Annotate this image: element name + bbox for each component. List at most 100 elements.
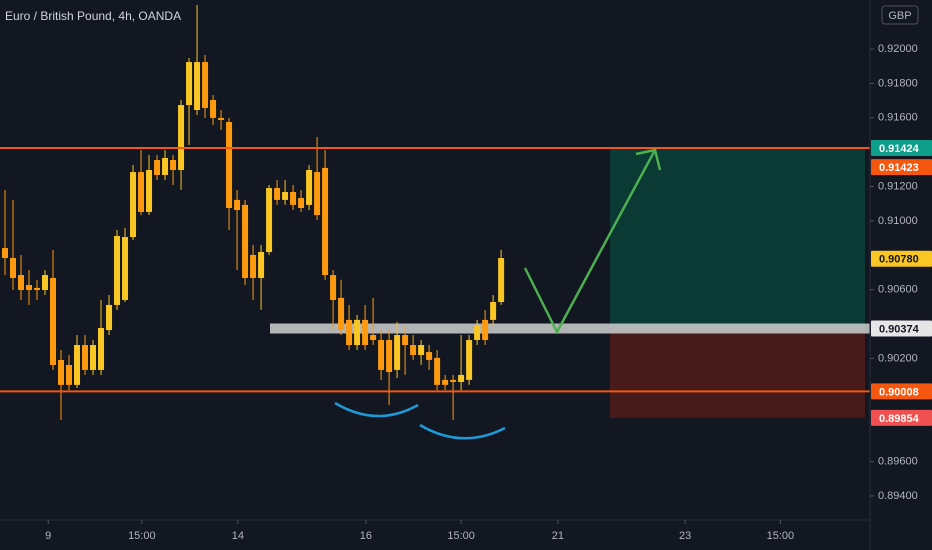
currency[interactable]: GBP [888,10,911,22]
candle-body [498,258,505,303]
candle-body [202,62,209,108]
projection-arrow [523,149,657,335]
price-tag-label: 0.91424 [879,143,920,155]
price-tag-label: 0.89854 [879,413,920,425]
x-tick-label: 15:00 [767,530,795,542]
candle-body [410,345,417,355]
entry-band [270,323,870,334]
candle-body [258,252,265,278]
candle-body [66,364,73,385]
candle-body [362,319,369,346]
candle-body [354,319,361,346]
annotations [334,148,662,440]
candle-body [386,340,393,372]
candle-body [178,105,185,171]
candle-body [162,157,169,175]
y-tick-label: 0.89600 [878,455,918,467]
candle-body [106,304,113,331]
y-tick-label: 0.91200 [878,180,918,192]
candle-body [114,236,121,305]
candle-body [42,275,49,290]
price-tag-label: 0.90374 [879,323,920,335]
candle-body [58,359,65,385]
candle-body [90,345,97,370]
candle-body [194,62,201,111]
candle-body [146,170,153,212]
x-tick-label: 16 [360,530,372,542]
x-tick-label: 9 [45,530,51,542]
candle-body [322,167,329,276]
candle-body [82,345,89,370]
candle-body [170,160,177,171]
price-tag-label: 0.90008 [879,386,919,398]
candle-body [490,302,497,320]
price-tag-label: 0.91423 [879,162,919,174]
candle-body [266,188,273,253]
candle-body [2,248,9,259]
y-tick-label: 0.92000 [878,43,918,55]
candle-body [234,199,241,211]
y-tick-label: 0.90600 [878,284,918,296]
y-tick-label: 0.89400 [878,490,918,502]
candle-body [130,172,137,238]
target-zone [610,148,865,329]
candle-body [338,297,345,331]
candle-body [226,122,233,208]
candle-body [74,345,81,385]
candle-body [450,379,457,382]
x-tick-label: 14 [232,530,244,542]
candle-body [426,352,433,360]
y-tick-label: 0.91800 [878,77,918,89]
candle-body [370,335,377,341]
price-tag [871,320,932,337]
candle-body [346,319,353,346]
candle-body [218,117,225,120]
candle-body [434,357,441,385]
price-tag [871,159,932,176]
price-tag [871,383,932,400]
price-axis: 0.92000 0.91800 0.91600 0.91200 0.91000 0.906… [45,43,932,542]
candle-body [98,327,105,370]
candle-body [474,325,481,341]
x-tick-label: 15:00 [447,530,475,542]
x-tick-label: 15:00 [128,530,156,542]
candle-body [378,340,385,370]
arrow-head [635,148,662,171]
price-tag [871,250,932,267]
candle-body [402,335,409,346]
candle-body [306,170,313,205]
candle-body [466,340,473,380]
candle-body [314,172,321,216]
x-tick-label: 21 [552,530,564,542]
candle-body [274,188,281,200]
candle-body [442,379,449,385]
candle-body [458,374,465,382]
stop-zone [610,328,865,418]
y-tick-label: 0.91600 [878,112,918,124]
candle-body [242,204,249,278]
candle-body [290,192,297,205]
candles [0,4,870,420]
candle-body [250,254,257,278]
x-tick-label: 23 [679,530,691,542]
candle-body [10,258,17,278]
pattern-arc [334,401,419,418]
candle-body [210,100,217,118]
price-tag [871,140,932,157]
candle-body [26,285,33,290]
y-tick-label: 0.90200 [878,352,918,364]
chart-title: Euro / British Pound, 4h, OANDA [5,9,181,23]
drawings [270,148,870,418]
candle-body [330,275,337,300]
candle-body [394,335,401,370]
y-tick-label: 0.91000 [878,215,918,227]
candle-body [34,287,41,290]
candle-body [282,192,289,200]
price-tag [871,409,932,426]
candle-body [186,62,193,106]
candle-body [298,198,305,208]
currency-badge[interactable] [881,5,919,25]
candle-body [18,275,25,290]
candle-body [154,160,161,175]
candle-body [482,319,489,341]
